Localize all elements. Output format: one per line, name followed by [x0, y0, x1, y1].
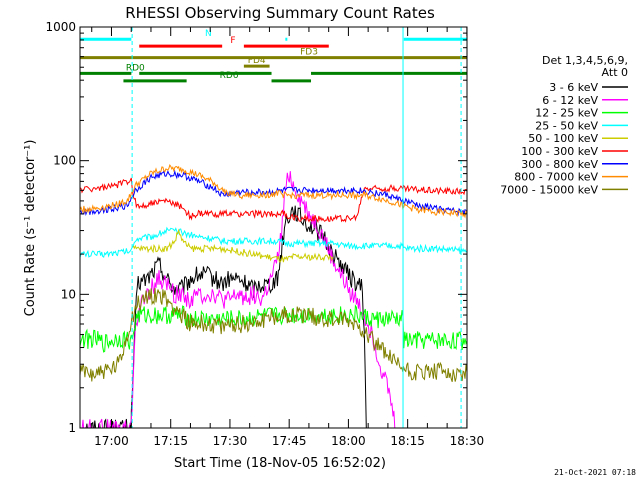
flag-bar-label: RD0 [126, 63, 145, 73]
legend-entry-label: 3 - 6 keV [549, 81, 598, 94]
legend-entry-label: 12 - 25 keV [535, 107, 598, 120]
x-tick-label: 18:30 [450, 434, 485, 448]
legend-entry-label: 800 - 7000 keV [514, 171, 598, 184]
x-tick-label: 18:00 [331, 434, 366, 448]
y-axis-ticks: 1 10 100 1000 [45, 20, 467, 435]
y-tick-label: 100 [53, 154, 76, 168]
plot-frame [79, 26, 468, 429]
legend-entry-label: 25 - 50 keV [535, 119, 598, 132]
flag-bar-label: FD3 [300, 48, 318, 58]
legend-header: Att 0 [602, 66, 628, 79]
y-axis-label: Count Rate (s⁻¹ detector⁻¹) [23, 140, 38, 317]
x-tick-label: 17:15 [153, 434, 188, 448]
legend-header: Det 1,3,4,5,6,9, [542, 54, 628, 67]
series-line [80, 164, 467, 219]
series-line [81, 171, 396, 428]
flag-bar-label: N [205, 29, 212, 39]
series-line [80, 177, 467, 224]
legend-entry-label: 100 - 300 keV [521, 145, 598, 158]
date-stamp: 21-Oct-2021 07:18 [554, 468, 636, 477]
x-tick-label: 17:00 [94, 434, 129, 448]
series-line [80, 304, 467, 353]
legend-entry-label: 50 - 100 keV [528, 132, 598, 145]
x-tick-label: 17:30 [213, 434, 248, 448]
legend-entry-label: 7000 - 15000 keV [500, 183, 598, 196]
legend-entry-label: 300 - 800 keV [521, 158, 598, 171]
series-line [85, 205, 367, 428]
y-tick-label: 10 [61, 287, 76, 301]
x-tick-label: 18:15 [390, 434, 425, 448]
x-axis-ticks: 17:00 17:15 17:30 17:45 18:00 18:15 18:30 [91, 27, 485, 448]
series-line [80, 226, 467, 258]
legend-entry-label: 6 - 12 keV [542, 94, 598, 107]
flag-bar-label: FD4 [248, 56, 266, 66]
series-line [80, 287, 467, 382]
series-group [80, 164, 467, 428]
y-tick-label: 1 [68, 421, 76, 435]
flag-bar-label: F [230, 36, 235, 46]
series-line [132, 228, 334, 263]
chart-title: RHESSI Observing Summary Count Rates [125, 4, 435, 22]
flag-bars-group: N F FD3 FD4 RD0 RD6 [80, 29, 467, 83]
flag-bar-label: RD6 [220, 71, 239, 81]
x-tick-label: 17:45 [272, 434, 307, 448]
x-axis-label: Start Time (18-Nov-05 16:52:02) [174, 456, 386, 471]
y-tick-label: 1000 [45, 20, 76, 34]
